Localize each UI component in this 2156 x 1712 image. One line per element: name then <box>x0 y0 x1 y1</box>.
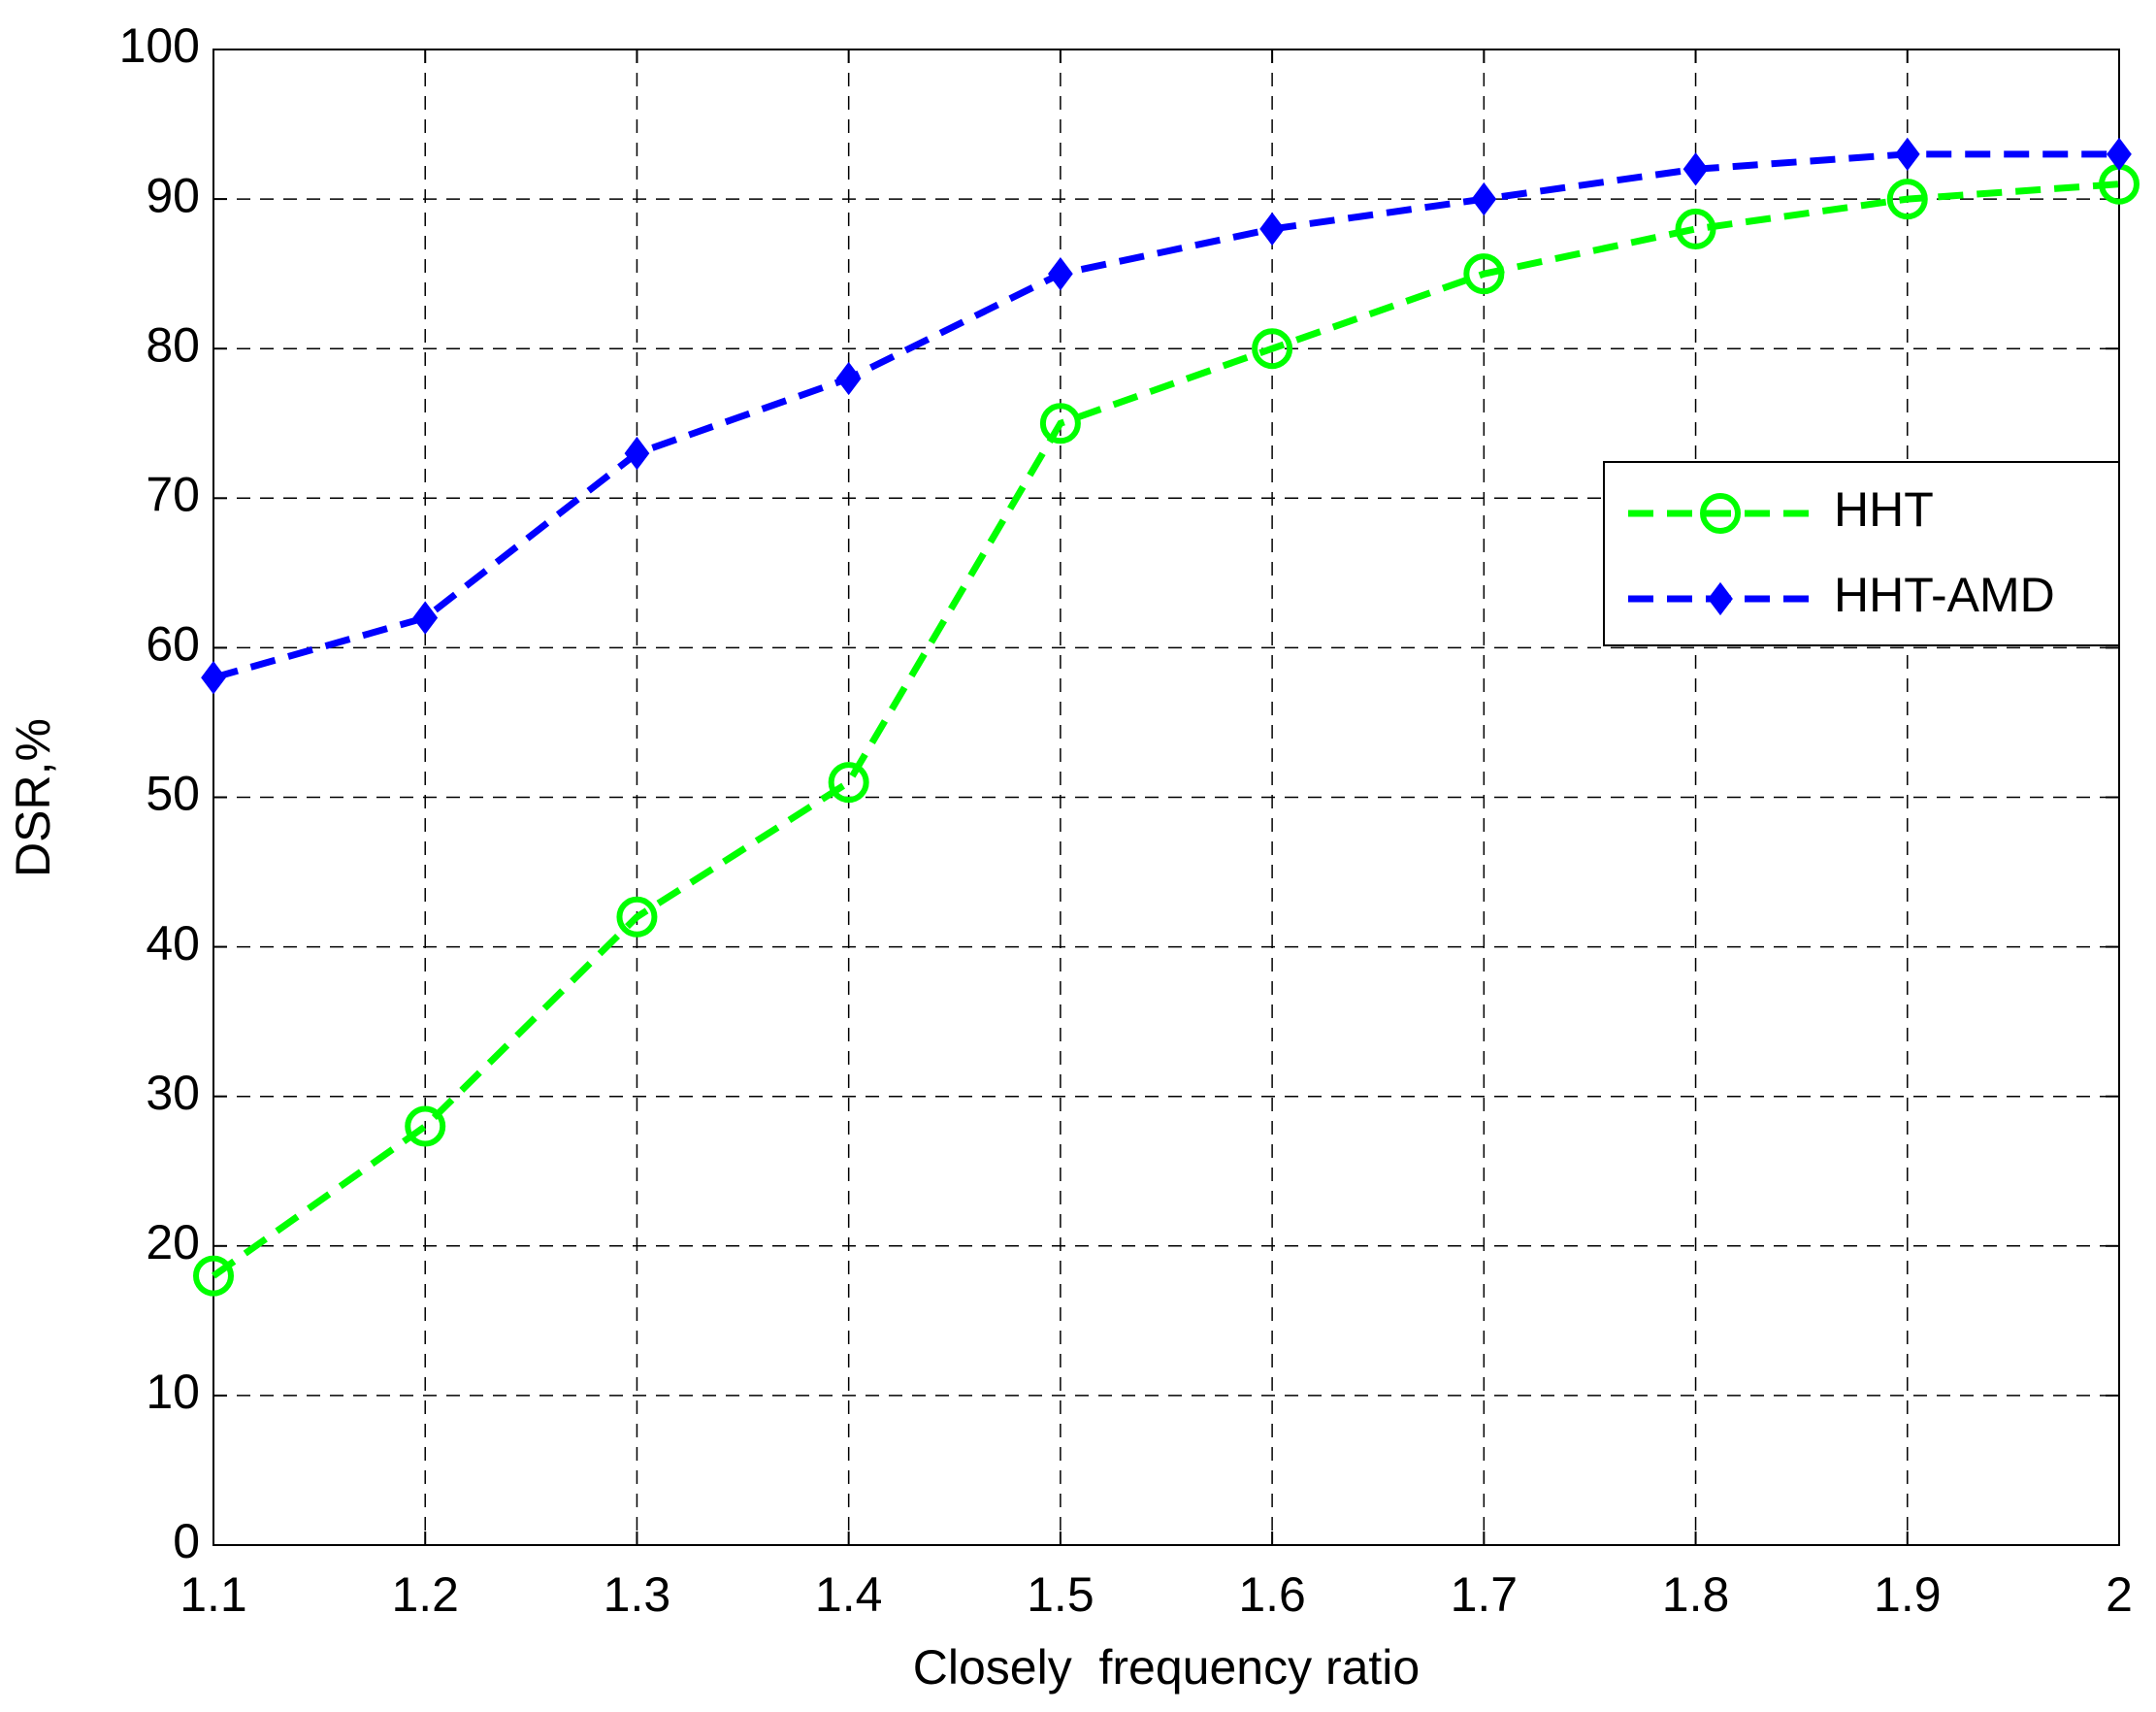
data-point <box>616 896 658 938</box>
x-tick-label: 1.6 <box>1238 1567 1306 1622</box>
data-point <box>1471 181 1497 216</box>
data-point <box>201 661 226 695</box>
x-tick-label: 1.5 <box>1027 1567 1094 1622</box>
legend-marker <box>1700 493 1741 534</box>
data-point <box>405 1105 446 1147</box>
data-point <box>828 762 869 804</box>
data-point <box>1463 253 1505 295</box>
y-tick-label: 50 <box>146 767 200 821</box>
legend-marker <box>1708 581 1733 616</box>
legend-box <box>1603 461 2120 646</box>
y-tick-label: 0 <box>173 1514 200 1568</box>
data-point <box>193 1255 234 1297</box>
y-tick-label: 90 <box>146 168 200 222</box>
x-axis-label: Closely frequency ratio <box>913 1640 1420 1695</box>
legend-label: HHT-AMD <box>1834 568 2055 622</box>
y-tick-label: 60 <box>146 617 200 672</box>
data-point <box>1039 403 1081 444</box>
data-point <box>1675 208 1716 249</box>
x-tick-label: 1.9 <box>1874 1567 1942 1622</box>
series-line <box>211 181 2120 1279</box>
data-point <box>1886 179 1928 220</box>
data-point <box>624 436 650 471</box>
x-tick-label: 1.3 <box>604 1567 671 1622</box>
y-tick-label: 20 <box>146 1215 200 1269</box>
y-tick-label: 30 <box>146 1066 200 1120</box>
x-tick-label: 1.8 <box>1662 1567 1730 1622</box>
data-point <box>1682 152 1709 186</box>
y-tick-label: 70 <box>146 468 200 522</box>
data-point <box>835 361 862 396</box>
data-point <box>2107 137 2132 172</box>
data-point <box>1259 212 1285 247</box>
data-point <box>412 601 439 635</box>
plot-frame <box>212 49 2120 1546</box>
x-tick-label: 1.2 <box>391 1567 459 1622</box>
y-tick-label: 40 <box>146 916 200 971</box>
x-tick-label: 1.7 <box>1451 1567 1519 1622</box>
legend-label: HHT <box>1834 482 1934 537</box>
series-line <box>212 150 2119 681</box>
x-tick-label: 1.1 <box>180 1567 247 1622</box>
y-axis-label: DSR,% <box>6 718 60 877</box>
x-tick-label: 1.4 <box>815 1567 883 1622</box>
y-tick-label: 10 <box>146 1365 200 1419</box>
data-point <box>1252 328 1293 370</box>
x-tick-label: 2 <box>2106 1567 2133 1622</box>
y-tick-label: 80 <box>146 317 200 372</box>
data-point <box>1048 256 1073 291</box>
y-tick-label: 100 <box>119 18 200 73</box>
data-point <box>1894 137 1920 172</box>
